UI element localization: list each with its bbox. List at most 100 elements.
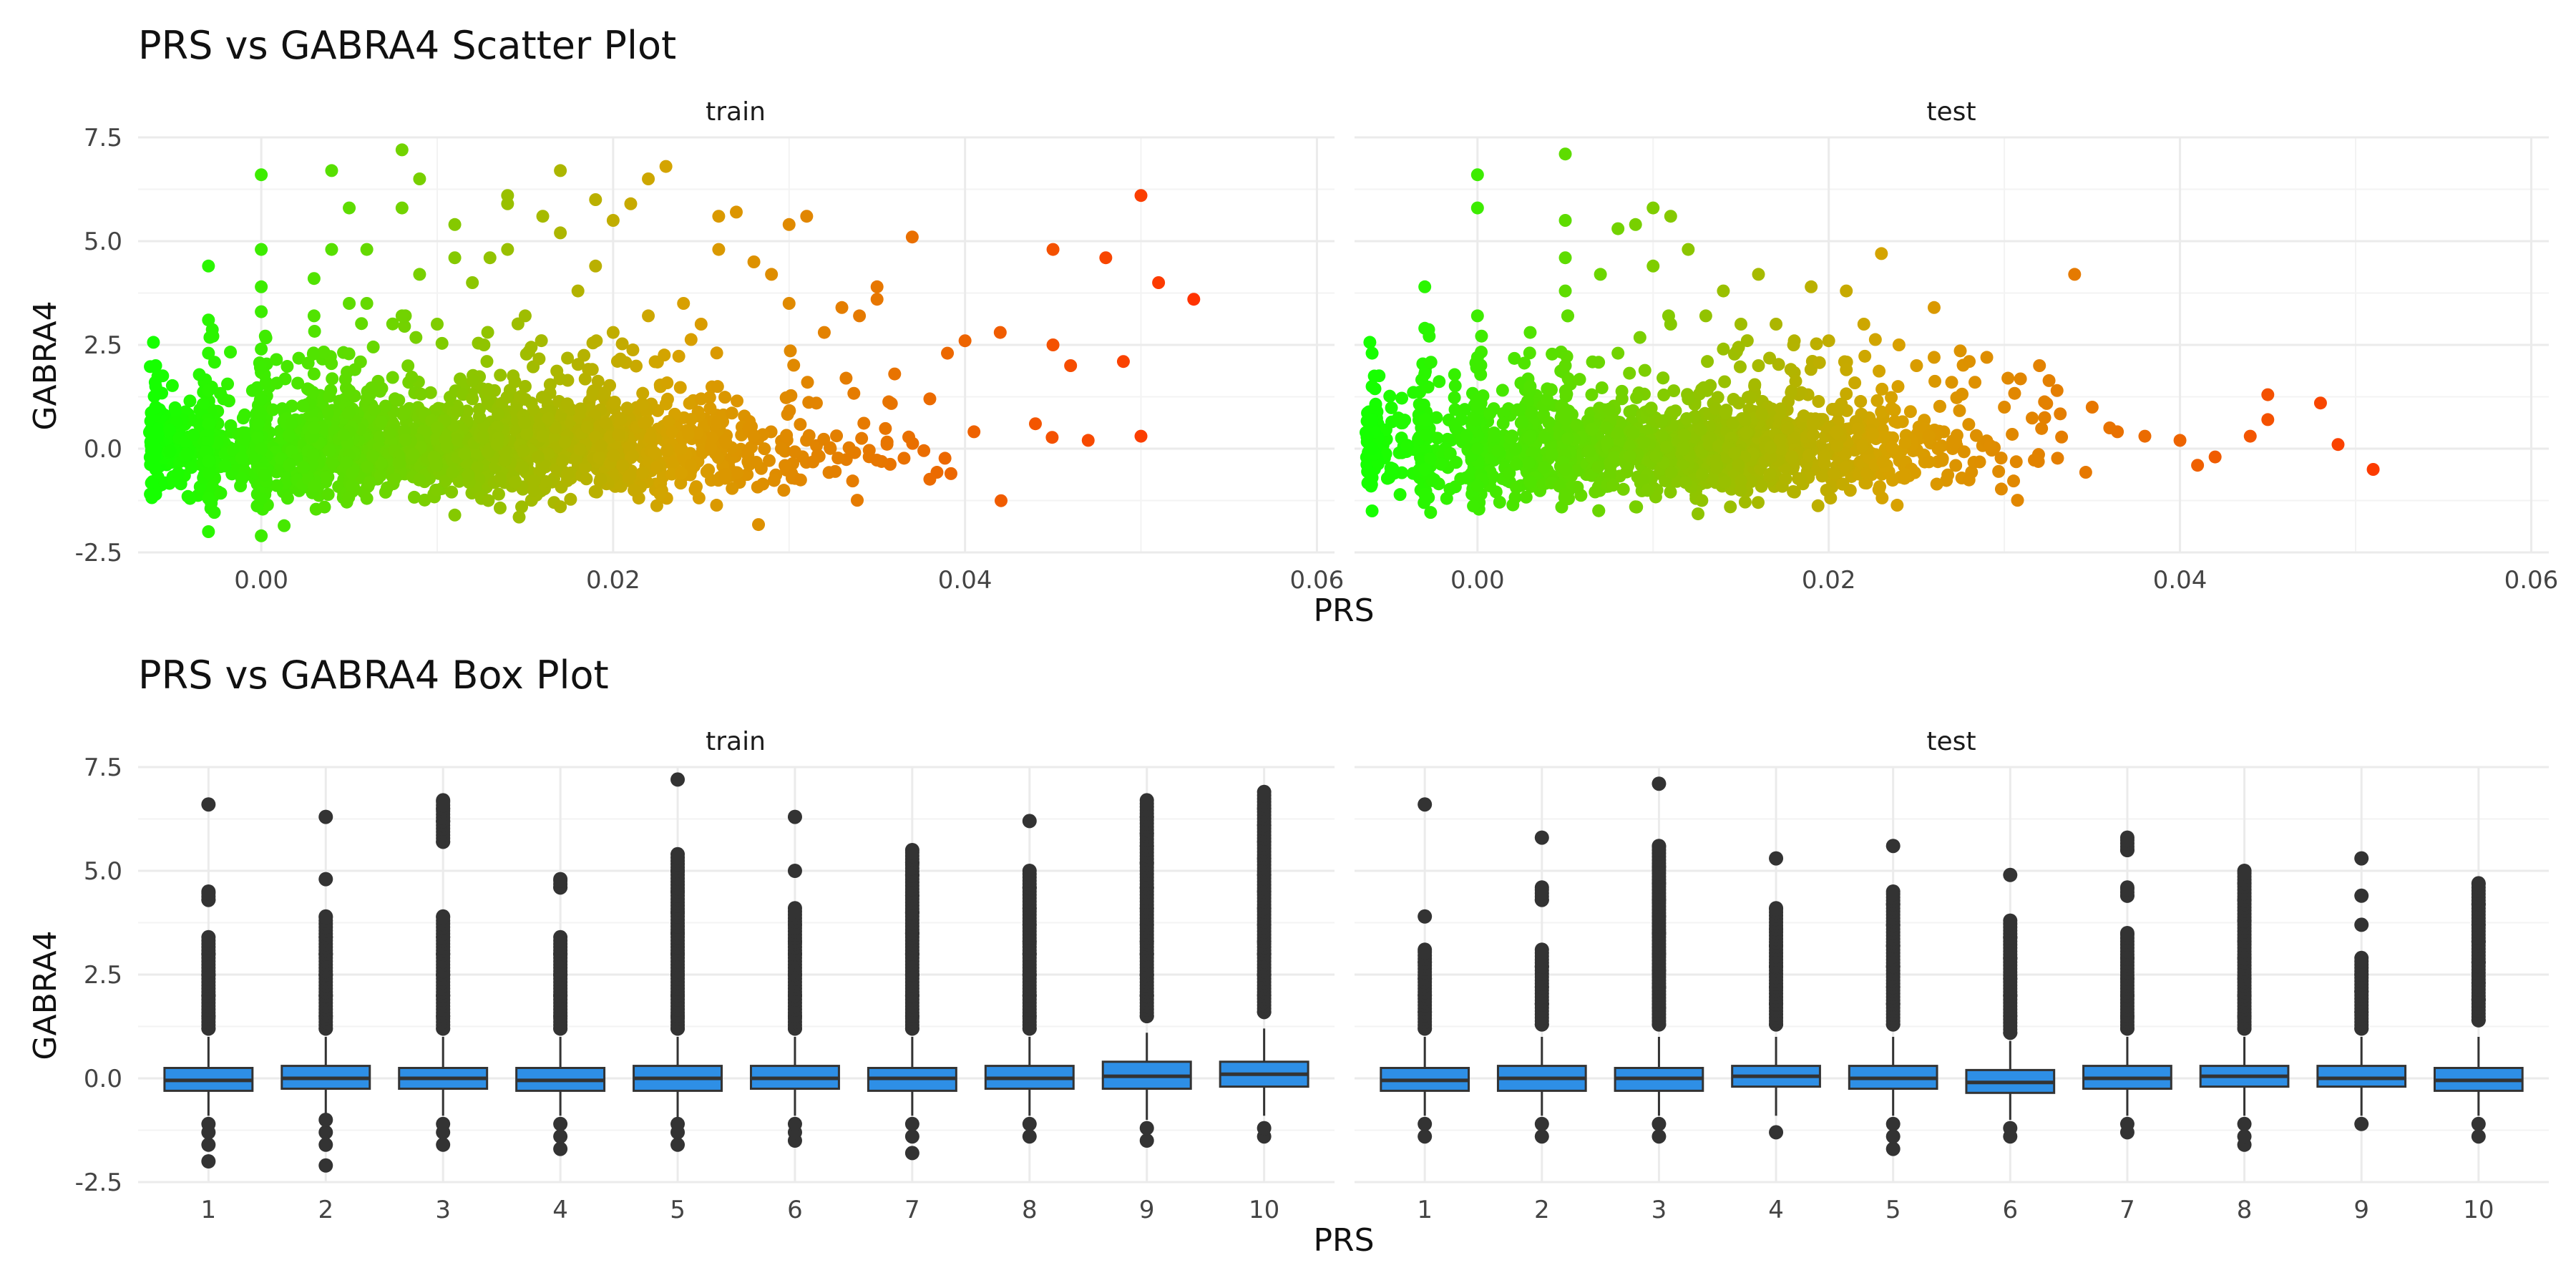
scatter-point bbox=[870, 280, 884, 293]
scatter-point bbox=[466, 392, 479, 406]
scatter-point bbox=[1418, 487, 1432, 501]
box-outlier bbox=[787, 809, 802, 824]
scatter-point bbox=[346, 478, 359, 492]
scatter-point bbox=[1433, 375, 1446, 389]
scatter-point bbox=[1657, 371, 1670, 385]
scatter-point bbox=[1646, 259, 1660, 273]
scatter-point bbox=[673, 381, 687, 394]
scatter-point bbox=[712, 243, 726, 256]
scatter-point bbox=[1701, 355, 1714, 369]
box-outlier bbox=[1022, 1116, 1037, 1131]
scatter-point bbox=[705, 431, 718, 444]
scatter-point bbox=[1851, 422, 1865, 436]
scatter-point bbox=[958, 334, 972, 348]
scatter-point bbox=[809, 396, 823, 410]
scatter-point bbox=[589, 193, 602, 206]
scatter-point bbox=[1064, 359, 1078, 372]
scatter-point bbox=[399, 433, 412, 447]
scatter-point bbox=[342, 491, 356, 504]
scatter-point bbox=[258, 329, 272, 343]
scatter-point bbox=[255, 492, 268, 505]
scatter-point bbox=[599, 416, 613, 430]
scatter-point bbox=[1503, 467, 1516, 480]
scatter-point bbox=[606, 214, 620, 227]
scatter-point bbox=[726, 482, 739, 495]
scatter-point bbox=[580, 472, 593, 486]
scatter-point bbox=[366, 449, 379, 462]
scatter-point bbox=[1393, 488, 1407, 502]
scatter-point bbox=[1134, 189, 1148, 203]
scatter-point bbox=[1839, 461, 1853, 474]
scatter-point bbox=[897, 452, 911, 465]
scatter-point bbox=[1470, 442, 1484, 455]
scatter-point bbox=[386, 371, 399, 384]
scatter-point bbox=[747, 429, 761, 442]
scatter-point bbox=[1875, 405, 1888, 419]
scatter-point bbox=[409, 331, 423, 344]
scatter-point bbox=[2014, 372, 2027, 386]
scatter-point bbox=[577, 348, 591, 362]
scatter-point bbox=[149, 463, 162, 476]
scatter-point bbox=[653, 487, 667, 501]
scatter-point bbox=[561, 397, 575, 411]
scatter-point bbox=[880, 437, 894, 451]
scatter-point bbox=[684, 333, 698, 346]
scatter-point bbox=[1601, 436, 1614, 449]
scatter-point bbox=[800, 210, 814, 223]
scatter-point bbox=[1812, 395, 1825, 409]
scatter-point bbox=[2068, 268, 2082, 281]
box-outlier bbox=[904, 1129, 919, 1144]
scatter-point bbox=[1931, 442, 1945, 456]
scatter-point bbox=[1717, 284, 1730, 298]
scatter-point bbox=[1558, 413, 1572, 426]
scatter-point bbox=[650, 499, 663, 512]
scatter-point bbox=[1518, 356, 1531, 370]
scatter-point bbox=[492, 487, 505, 501]
scatter-point bbox=[431, 318, 444, 331]
scatter-point bbox=[788, 445, 801, 459]
scatter-point bbox=[202, 417, 215, 431]
x-tick-label: 7 bbox=[904, 1196, 920, 1224]
scatter-point bbox=[1876, 455, 1890, 469]
scatter-point bbox=[2050, 384, 2064, 397]
scatter-point bbox=[1955, 387, 1968, 401]
x-tick-label: 1 bbox=[201, 1196, 217, 1224]
scatter-point bbox=[666, 455, 680, 469]
scatter-point bbox=[1692, 507, 1705, 521]
scatter-title: PRS vs GABRA4 Scatter Plot bbox=[138, 23, 676, 68]
scatter-point bbox=[993, 326, 1007, 339]
scatter-point bbox=[571, 284, 585, 298]
scatter-point bbox=[1395, 391, 1409, 405]
scatter-point bbox=[1732, 341, 1745, 354]
scatter-point bbox=[1992, 464, 2006, 478]
scatter-point bbox=[1682, 392, 1695, 406]
scatter-point bbox=[1718, 375, 1732, 389]
scatter-point bbox=[255, 342, 268, 356]
scatter-point bbox=[448, 508, 462, 522]
scatter-point bbox=[520, 427, 534, 441]
scatter-point bbox=[1807, 428, 1820, 441]
scatter-point bbox=[1508, 351, 1521, 365]
scatter-point bbox=[308, 324, 321, 338]
scatter-point bbox=[635, 397, 649, 411]
scatter-point bbox=[2261, 413, 2275, 426]
scatter-point bbox=[1414, 399, 1428, 412]
scatter-point bbox=[494, 369, 507, 382]
scatter-point bbox=[1116, 355, 1130, 369]
scatter-point bbox=[1936, 454, 1949, 467]
scatter-point bbox=[1448, 418, 1462, 431]
scatter-point bbox=[500, 391, 514, 404]
scatter-point bbox=[636, 467, 650, 480]
scatter-point bbox=[767, 474, 781, 487]
scatter-point bbox=[1029, 417, 1042, 431]
scatter-point bbox=[787, 358, 801, 372]
scatter-point bbox=[1709, 402, 1722, 416]
scatter-point bbox=[741, 468, 754, 482]
scatter-point bbox=[630, 359, 643, 373]
scatter-point bbox=[1927, 351, 1941, 364]
scatter-point bbox=[829, 464, 842, 478]
scatter-point bbox=[236, 411, 250, 425]
scatter-point bbox=[830, 429, 844, 443]
scatter-point bbox=[749, 455, 763, 469]
